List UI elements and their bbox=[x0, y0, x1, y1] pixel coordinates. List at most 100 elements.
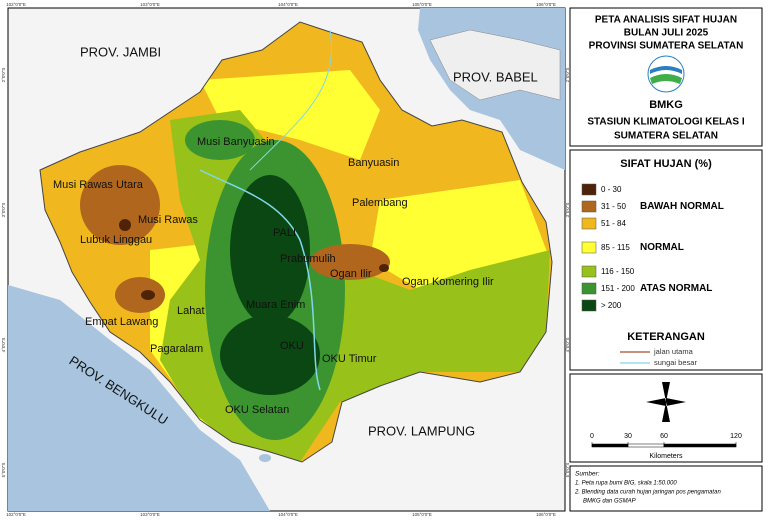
legend-swatch bbox=[581, 265, 597, 278]
lon-label: 106°0'0"E bbox=[536, 512, 556, 517]
area bbox=[379, 264, 389, 272]
legend: 0 - 30 31 - 50 51 - 84 BAWAH NORMAL 85 - 115… bbox=[581, 183, 724, 312]
lat-label: 2°0'0"S bbox=[565, 68, 570, 83]
place-label: Muara Enim bbox=[246, 299, 305, 311]
place-label: Banyuasin bbox=[348, 157, 399, 169]
title: BULAN JULI 2025 bbox=[624, 28, 709, 39]
lon-label: 105°0'0"E bbox=[412, 512, 432, 517]
place-label: Empat Lawang bbox=[85, 316, 158, 328]
place-label: Prabumulih bbox=[280, 253, 336, 265]
river bbox=[199, 169, 321, 391]
province-border bbox=[39, 21, 553, 463]
compass bbox=[646, 382, 686, 422]
legend-swatch bbox=[581, 200, 597, 213]
scale-segment bbox=[663, 443, 737, 448]
legend-label: 0 - 30 bbox=[601, 185, 622, 194]
lat-label: 2°0'0"S bbox=[1, 68, 6, 83]
side-panel: PETA ANALISIS SIFAT HUJAN BULAN JULI 202… bbox=[569, 7, 763, 512]
keterangan-label: sungai besar bbox=[654, 358, 697, 367]
babel-island bbox=[429, 29, 561, 101]
keterangan-label: jalan utama bbox=[653, 347, 694, 356]
lat-label: 4°0'0"S bbox=[1, 338, 6, 353]
province-label: PROV. JAMBI bbox=[80, 44, 161, 59]
place-label: PALI bbox=[273, 227, 296, 239]
place-label: OKU Timur bbox=[322, 353, 377, 365]
legend-group: NORMAL bbox=[640, 242, 684, 253]
place-label: Musi Rawas Utara bbox=[53, 179, 144, 191]
station: STASIUN KLIMATOLOGI KELAS I bbox=[587, 117, 744, 128]
logo-wave bbox=[650, 66, 682, 74]
area bbox=[80, 165, 160, 245]
lat-label: 4°0'0"S bbox=[565, 338, 570, 353]
legend-label: 151 - 200 bbox=[601, 284, 635, 293]
scale-unit: Kilometers bbox=[649, 453, 683, 460]
place-label: OKU bbox=[280, 340, 304, 352]
province-label: PROV. LAMPUNG bbox=[368, 423, 475, 438]
lon-label: 105°0'0"E bbox=[412, 2, 432, 7]
legend-label: 51 - 84 bbox=[601, 219, 626, 228]
area bbox=[220, 315, 320, 395]
place-label: OKU Selatan bbox=[225, 404, 289, 416]
lon-label: 103°0'0"E bbox=[140, 512, 160, 517]
title: PROVINSI SUMATERA SELATAN bbox=[589, 41, 744, 52]
source-line: 1. Peta rupa bumi BIG, skala 1:50.000 bbox=[575, 481, 677, 487]
place-label: Palembang bbox=[352, 197, 408, 209]
lake bbox=[259, 454, 271, 462]
lat-label: 3°0'0"S bbox=[1, 203, 6, 218]
keterangan-title: KETERANGAN bbox=[627, 331, 705, 343]
legend-label: > 200 bbox=[601, 301, 622, 310]
legend-label: 85 - 115 bbox=[601, 243, 630, 252]
legend-label: 116 - 150 bbox=[601, 267, 635, 276]
source-box bbox=[569, 465, 763, 512]
lon-label: 104°0'0"E bbox=[278, 2, 298, 7]
source-line: 2. Blending data curah hujan jaringan po… bbox=[574, 490, 721, 496]
map-frame: PROV. JAMBI PROV. BABEL PROV. BENGKULU P… bbox=[7, 7, 566, 512]
scale-label: 0 bbox=[590, 433, 594, 440]
area bbox=[141, 290, 155, 300]
lon-label: 103°0'0"E bbox=[140, 2, 160, 7]
place-label: Musi Rawas bbox=[138, 214, 198, 226]
legend-title: SIFAT HUJAN (%) bbox=[620, 158, 712, 170]
lat-label: 3°0'0"S bbox=[565, 203, 570, 218]
source-title: Sumber: bbox=[575, 471, 600, 478]
place-label: Pagaralam bbox=[150, 343, 203, 355]
place-label: Ogan Ilir bbox=[330, 268, 372, 280]
legend-swatch bbox=[581, 217, 597, 230]
area bbox=[230, 175, 310, 325]
logo-text: BMKG bbox=[649, 99, 683, 111]
legend-swatch bbox=[581, 241, 597, 254]
scale-segment bbox=[591, 443, 629, 448]
scale-bar: 0 30 60 120 bbox=[590, 433, 742, 448]
lon-label: 104°0'0"E bbox=[278, 512, 298, 517]
place-label: Lubuk Linggau bbox=[80, 234, 152, 246]
source-line: BMKG dan GSMAP bbox=[583, 499, 636, 505]
place-label: Ogan Komering Ilir bbox=[402, 276, 494, 288]
area bbox=[185, 120, 255, 160]
title: PETA ANALISIS SIFAT HUJAN bbox=[595, 15, 737, 26]
keterangan: jalan utama sungai besar bbox=[620, 347, 697, 367]
scale-label: 30 bbox=[624, 433, 632, 440]
area bbox=[310, 244, 390, 280]
scale-segment bbox=[627, 443, 665, 448]
sea-south bbox=[8, 285, 270, 511]
scale-label: 120 bbox=[730, 433, 742, 440]
legend-swatch bbox=[581, 183, 597, 196]
area bbox=[200, 70, 380, 160]
province-label: PROV. BABEL bbox=[453, 69, 538, 84]
legend-group: BAWAH NORMAL bbox=[640, 201, 724, 212]
legend-group: ATAS NORMAL bbox=[640, 283, 712, 294]
lon-label: 106°0'0"E bbox=[536, 2, 556, 7]
place-label: Lahat bbox=[177, 305, 205, 317]
scale-label: 60 bbox=[660, 433, 668, 440]
lat-label: 5°0'0"S bbox=[565, 463, 570, 478]
area bbox=[115, 277, 165, 313]
place-label: Musi Banyuasin bbox=[197, 136, 275, 148]
logo-wave bbox=[650, 74, 682, 84]
lon-label: 102°0'0"E bbox=[6, 2, 26, 7]
lat-label: 5°0'0"S bbox=[1, 463, 6, 478]
legend-box bbox=[569, 149, 763, 371]
river bbox=[249, 29, 332, 171]
coordinate-labels: 102°0'0"E 102°0'0"E 103°0'0"E 103°0'0"E 104°… bbox=[1, 2, 570, 517]
lon-label: 102°0'0"E bbox=[6, 512, 26, 517]
